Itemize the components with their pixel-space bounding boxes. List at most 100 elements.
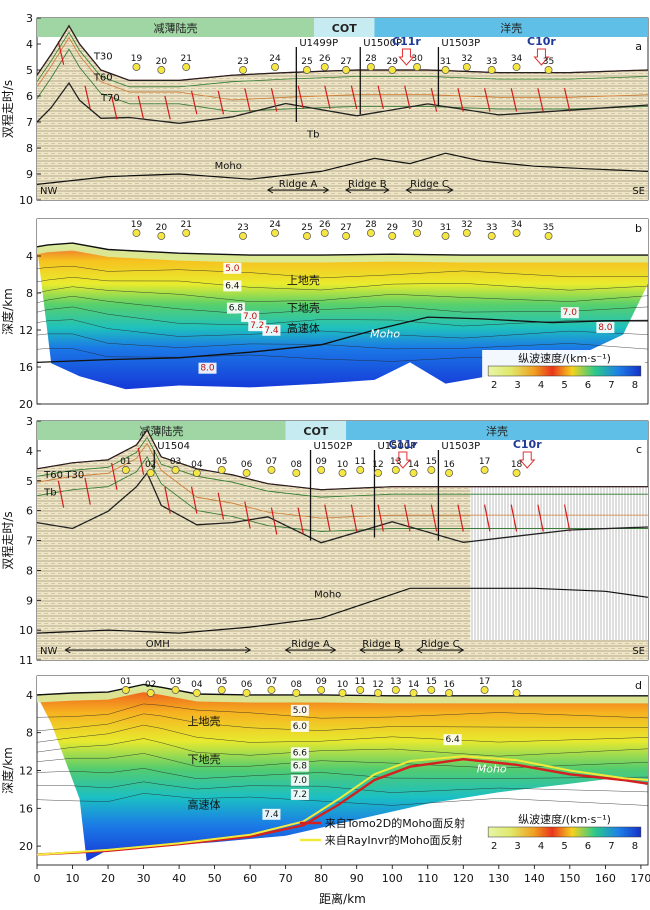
panel-c-well-label: U1500P: [377, 441, 416, 452]
panel-d-station-15: [427, 686, 436, 694]
panel-c-structure-label: Ridge A: [291, 639, 330, 650]
panel-d-contour-label: 6.4: [445, 735, 460, 745]
panel-d-station-label: 06: [241, 680, 253, 690]
panel-b-ytick-label: 20: [19, 398, 33, 411]
panel-c-well-label: U1503P: [441, 441, 480, 452]
panel-a-station-30: [413, 63, 422, 71]
panel-c-fault: [164, 486, 171, 514]
x-tick-label: 80: [314, 872, 328, 885]
panel-c-anomaly-label: C11r: [388, 438, 417, 451]
panel-a-station-19: [132, 63, 141, 71]
panel-b-contour-label-bg: [262, 324, 281, 336]
panel-c-station-label: 04: [191, 460, 203, 470]
panel-a-layer-label-3: Tb: [306, 130, 319, 141]
panel-d-station-label: 04: [191, 680, 203, 690]
panel-a-station-label: 35: [543, 57, 554, 67]
panel-b-ytick-label: 4: [26, 250, 33, 263]
x-tick-label: 160: [595, 872, 616, 885]
panel-b-station-label: 35: [543, 223, 554, 233]
panel-c-structure-arrows: [359, 646, 404, 654]
panel-d-contour-label: 5.0: [293, 706, 308, 716]
panel-a-ylabel: 双程走时/s: [0, 80, 15, 138]
panel-d-colorbar-tick: 8: [632, 841, 638, 852]
panel-b-contour-label: 6.4: [225, 281, 240, 291]
panel-a-station-29: [388, 66, 397, 74]
panel-a-station-label: 27: [340, 57, 351, 67]
panel-d-ytick-label: 16: [19, 802, 33, 815]
panel-d-station-16: [445, 689, 454, 697]
panel-a-fault: [404, 85, 411, 110]
panel-a-ytick-label: 6: [26, 90, 33, 103]
panel-a-basement: [36, 81, 649, 124]
panel-b-contour-label: 8.0: [200, 364, 215, 374]
panel-d-colorbar-tick: 5: [561, 841, 567, 852]
panel-b-contour-label: 8.0: [598, 323, 613, 333]
panel-d-station-09: [317, 686, 326, 694]
panel-d-station-label: 15: [426, 677, 437, 687]
panel-a-zone-bar: [37, 18, 315, 37]
panel-c-fault: [563, 504, 571, 532]
panel-a-fault: [84, 85, 91, 110]
panel-d-station-label: 03: [170, 677, 181, 687]
panel-a-station-label: 28: [365, 54, 377, 64]
panel-a-panel-letter: a: [635, 40, 642, 53]
panel-d-colorbar-tick: 3: [514, 841, 520, 852]
panel-a-horizon-3: [36, 48, 649, 113]
x-tick-label: 0: [34, 872, 41, 885]
panel-c-station-16: [445, 469, 454, 477]
panel-d-ytick-label: 4: [26, 689, 33, 702]
panel-c-station-label: 13: [390, 457, 401, 467]
panel-c-fault: [510, 504, 518, 532]
panel-b-seafloor-line: [36, 242, 648, 256]
panel-b-station-30: [413, 229, 422, 237]
panel-b-contour-1: [36, 265, 649, 279]
panel-c-ylabel: 双程走时/s: [0, 511, 15, 569]
panel-c-ytick-label: 6: [26, 505, 33, 518]
panel-d-sediment: [37, 684, 648, 704]
panel-d-contour-label-bg: [290, 760, 309, 772]
panel-a-zone-bar: [374, 18, 648, 37]
panel-c-orientation-right: SE: [632, 646, 645, 657]
panel-b-contour-label-bg: [226, 302, 245, 314]
panel-a-station-label: 20: [156, 57, 168, 67]
panel-c-station-label: 03: [170, 457, 181, 467]
panel-d-contour-1: [36, 703, 649, 719]
panel-c-station-label: 17: [479, 457, 490, 467]
panel-d-contour-label: 7.0: [293, 776, 308, 786]
panel-a-station-label: 23: [237, 57, 248, 67]
x-tick-label: 40: [172, 872, 186, 885]
panel-b-contour-label-bg: [223, 262, 242, 274]
panel-c-station-label: 09: [315, 457, 327, 467]
panel-d-colorbar-tick: 4: [538, 841, 544, 852]
panel-d-colorbar: [487, 826, 642, 838]
panel-d-station-label: 13: [390, 677, 401, 687]
panel-a-structure-arrows: [405, 186, 454, 194]
panel-b-colorbar-tick: 3: [514, 380, 520, 391]
panel-c-fault: [111, 462, 118, 490]
panel-d-station-label: 16: [443, 680, 455, 690]
panel-c-structure-arrows: [284, 646, 337, 654]
panel-a-station-label: 33: [486, 57, 497, 67]
panel-a-fault: [510, 88, 518, 112]
panel-b-station-32: [462, 229, 471, 237]
panel-a-layer-label-1: T60: [93, 72, 113, 83]
panel-b-station-29: [388, 232, 397, 240]
x-tick-label: 120: [453, 872, 474, 885]
panel-d-contour-label: 6.8: [293, 762, 308, 772]
panel-d-station-04: [192, 689, 201, 697]
panel-d-colorbar-title: 纵波速度/(km·s⁻¹): [518, 812, 611, 826]
panel-a-fault: [217, 90, 225, 115]
panel-a-fault: [57, 41, 65, 65]
panel-b-station-label: 23: [237, 223, 248, 233]
panel-d-velocity-body: [37, 684, 648, 862]
panel-c-station-10: [338, 469, 347, 477]
panel-c-anomaly-label: C10r: [513, 438, 542, 451]
panel-c-station-03: [171, 466, 180, 474]
panel-c-moho-line: [36, 587, 649, 634]
panel-d-legend-label: 来自RayInvr的Moho面反射: [325, 833, 463, 847]
panel-a-station-31: [441, 66, 450, 74]
panel-b-colorbar-tick: 6: [585, 380, 591, 391]
panel-b-station-label: 29: [387, 223, 399, 233]
panel-b-contour-7: [36, 333, 649, 350]
panel-d-contour-label-bg: [290, 747, 309, 759]
